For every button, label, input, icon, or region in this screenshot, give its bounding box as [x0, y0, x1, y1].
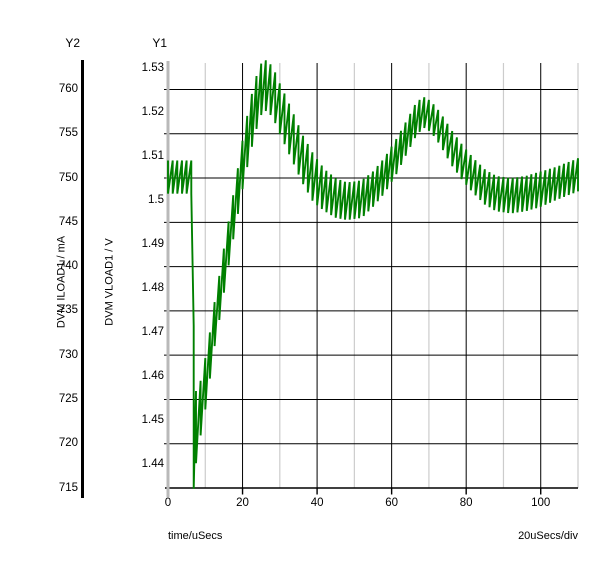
y2-tick-label: 750: [58, 171, 78, 184]
waveform-trace: [167, 60, 579, 489]
y2-tick-label: 730: [58, 348, 78, 361]
y1-tick-label: 1.52: [141, 105, 164, 118]
y2-tick-label: 735: [58, 304, 78, 317]
y2-axis-title: Y2: [65, 36, 80, 50]
y2-tick-label: 745: [58, 215, 78, 228]
y1-tick-label: 1.53: [141, 61, 164, 74]
y1-tick-label: 1.5: [148, 193, 164, 206]
y2-axis-spine: [81, 60, 84, 498]
x-tick-label: 20: [236, 497, 249, 509]
y1-axis-title: Y1: [152, 36, 167, 50]
x-tick-label: 80: [459, 497, 473, 509]
y2-tick-label: 740: [58, 260, 78, 273]
y1-tick-label: 1.47: [141, 325, 164, 338]
y2-tick-label: 760: [58, 83, 78, 95]
y1-tick-label: 1.51: [141, 149, 164, 162]
y1-tick-label: 1.45: [141, 414, 164, 426]
x-tick-label: 100: [531, 497, 551, 509]
y2-tick-label: 720: [58, 437, 78, 450]
y1-tick-label: 1.48: [141, 281, 164, 294]
y1-axis-spine: [166, 61, 170, 497]
y2-tick-label: 725: [58, 392, 78, 405]
y1-tick-label: 1.44: [141, 458, 164, 470]
x-axis-scale-label: 20uSecs/div: [518, 530, 578, 542]
y2-tick-label: 755: [58, 127, 78, 140]
x-tick-label: 60: [385, 497, 398, 509]
y1-tick-label: 1.46: [141, 369, 164, 382]
y2-tick-label: 715: [58, 481, 78, 494]
y1-tick-label: 1.49: [141, 237, 164, 250]
x-tick-label: 40: [310, 497, 324, 509]
x-tick-label: 0: [164, 497, 172, 509]
x-axis-name: time/uSecs: [168, 530, 223, 542]
